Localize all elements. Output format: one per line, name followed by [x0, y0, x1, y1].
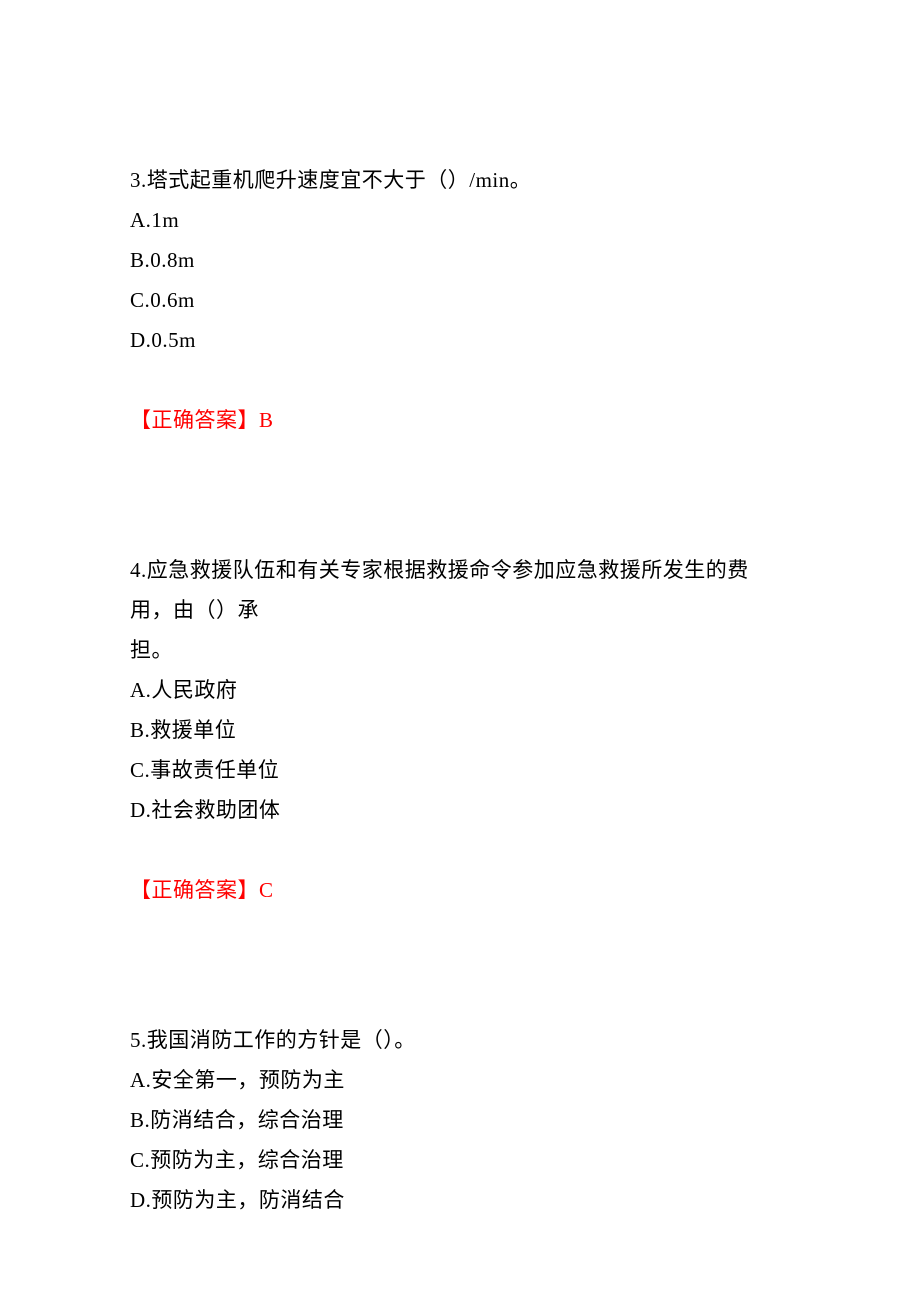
option-c: C.事故责任单位	[130, 750, 790, 790]
question-4: 4.应急救援队伍和有关专家根据救援命令参加应急救援所发生的费用，由（）承 担。 …	[130, 550, 790, 910]
option-b: B.防消结合，综合治理	[130, 1100, 790, 1140]
option-b: B.救援单位	[130, 710, 790, 750]
option-a: A.安全第一，预防为主	[130, 1060, 790, 1100]
question-stem-line-1: 4.应急救援队伍和有关专家根据救援命令参加应急救援所发生的费用，由（）承	[130, 550, 790, 630]
question-3: 3.塔式起重机爬升速度宜不大于（）/min。 A.1m B.0.8m C.0.6…	[130, 160, 790, 440]
question-stem-line-2: 担。	[130, 630, 790, 670]
correct-answer: 【正确答案】B	[130, 400, 790, 440]
option-b: B.0.8m	[130, 240, 790, 280]
option-d: D.社会救助团体	[130, 790, 790, 830]
option-c: C.0.6m	[130, 280, 790, 320]
question-stem: 3.塔式起重机爬升速度宜不大于（）/min。	[130, 160, 790, 200]
option-a: A.1m	[130, 200, 790, 240]
option-d: D.0.5m	[130, 320, 790, 360]
question-stem: 5.我国消防工作的方针是（）。	[130, 1020, 790, 1060]
question-5: 5.我国消防工作的方针是（）。 A.安全第一，预防为主 B.防消结合，综合治理 …	[130, 1020, 790, 1220]
option-d: D.预防为主，防消结合	[130, 1180, 790, 1220]
correct-answer: 【正确答案】C	[130, 870, 790, 910]
option-a: A.人民政府	[130, 670, 790, 710]
option-c: C.预防为主，综合治理	[130, 1140, 790, 1180]
